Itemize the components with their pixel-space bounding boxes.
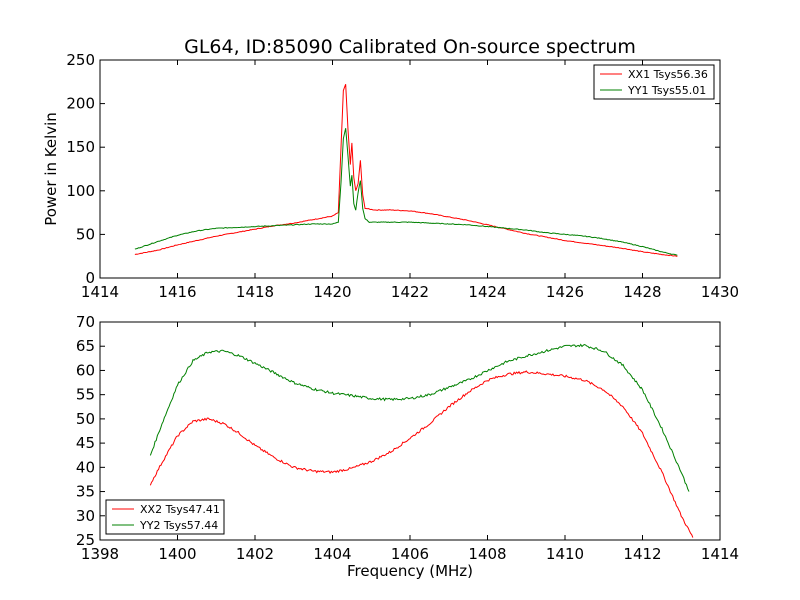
top-x-tick-label: 1418 — [236, 283, 274, 301]
bottom-y-tick-label: 25 — [76, 531, 95, 549]
top-x-tick-label: 1424 — [468, 283, 506, 301]
top-x-tick-label: 1430 — [701, 283, 739, 301]
bottom-x-tick-label: 1414 — [701, 545, 739, 563]
chart-title: GL64, ID:85090 Calibrated On-source spec… — [184, 36, 636, 58]
top-y-tick-label: 250 — [66, 51, 95, 69]
bottom-series-lines — [149, 343, 694, 538]
top-legend-box — [593, 64, 715, 100]
top-axis-ticks: 1414 1416 1418 1420 1422 1424 1426 1428 1430 0 50 1… — [66, 51, 739, 301]
top-legend-label-yy1: YY1 Tsys55.01 — [627, 84, 706, 97]
bottom-y-tick-label: 45 — [76, 434, 95, 452]
top-series-lines — [134, 84, 678, 257]
top-legend-label-xx1: XX1 Tsys56.36 — [628, 68, 708, 81]
top-x-tick-label: 1426 — [546, 283, 584, 301]
bottom-x-tick-label: 1402 — [236, 545, 274, 563]
top-y-tick-label: 50 — [76, 225, 95, 243]
top-y-tick-label: 100 — [66, 182, 95, 200]
top-x-tick-label: 1428 — [623, 283, 661, 301]
bottom-y-tick-label: 35 — [76, 483, 95, 501]
top-y-axis-label: Power in Kelvin — [42, 112, 60, 226]
bottom-y-tick-label: 50 — [76, 410, 95, 428]
top-legend: XX1 Tsys56.36 YY1 Tsys55.01 — [593, 64, 715, 100]
bottom-y-tick-label: 70 — [76, 313, 95, 331]
bottom-x-tick-label: 1404 — [313, 545, 351, 563]
bottom-x-tick-label: 1408 — [468, 545, 506, 563]
bottom-x-tick-label: 1406 — [391, 545, 429, 563]
bottom-panel: 1398 1400 1402 1404 1406 1408 1410 1412 1414 25 30… — [76, 313, 739, 580]
bottom-legend-box — [105, 499, 225, 535]
bottom-y-tick-label: 30 — [76, 507, 95, 525]
bottom-legend: XX2 Tsys47.41 YY2 Tsys57.44 — [105, 499, 225, 535]
top-panel: 1414 1416 1418 1420 1422 1424 1426 1428 1430 0 50 1… — [42, 51, 739, 301]
bottom-legend-label-xx2: XX2 Tsys47.41 — [140, 503, 220, 516]
bottom-axis-ticks: 1398 1400 1402 1404 1406 1408 1410 1412 1414 25 30… — [76, 313, 739, 563]
top-x-tick-label: 1422 — [391, 283, 429, 301]
top-y-tick-label: 150 — [66, 138, 95, 156]
top-series-line-yy — [134, 128, 678, 256]
bottom-y-tick-label: 40 — [76, 458, 95, 476]
bottom-legend-label-yy2: YY2 Tsys57.44 — [139, 519, 218, 532]
top-y-tick-label: 0 — [85, 269, 95, 287]
top-x-tick-label: 1416 — [158, 283, 196, 301]
bottom-y-tick-label: 65 — [76, 337, 95, 355]
bottom-x-tick-label: 1400 — [158, 545, 196, 563]
bottom-x-tick-label: 1398 — [81, 545, 119, 563]
top-x-tick-label: 1414 — [81, 283, 119, 301]
top-x-tick-label: 1420 — [313, 283, 351, 301]
top-series-line-xx — [134, 84, 678, 257]
bottom-x-axis-label: Frequency (MHz) — [347, 562, 473, 580]
bottom-y-tick-label: 55 — [76, 386, 95, 404]
bottom-x-tick-label: 1412 — [623, 545, 661, 563]
bottom-y-tick-label: 60 — [76, 361, 95, 379]
bottom-x-tick-label: 1410 — [546, 545, 584, 563]
bottom-series-line-xx — [149, 370, 694, 538]
bottom-series-line-yy — [149, 343, 690, 492]
top-y-tick-label: 200 — [66, 95, 95, 113]
